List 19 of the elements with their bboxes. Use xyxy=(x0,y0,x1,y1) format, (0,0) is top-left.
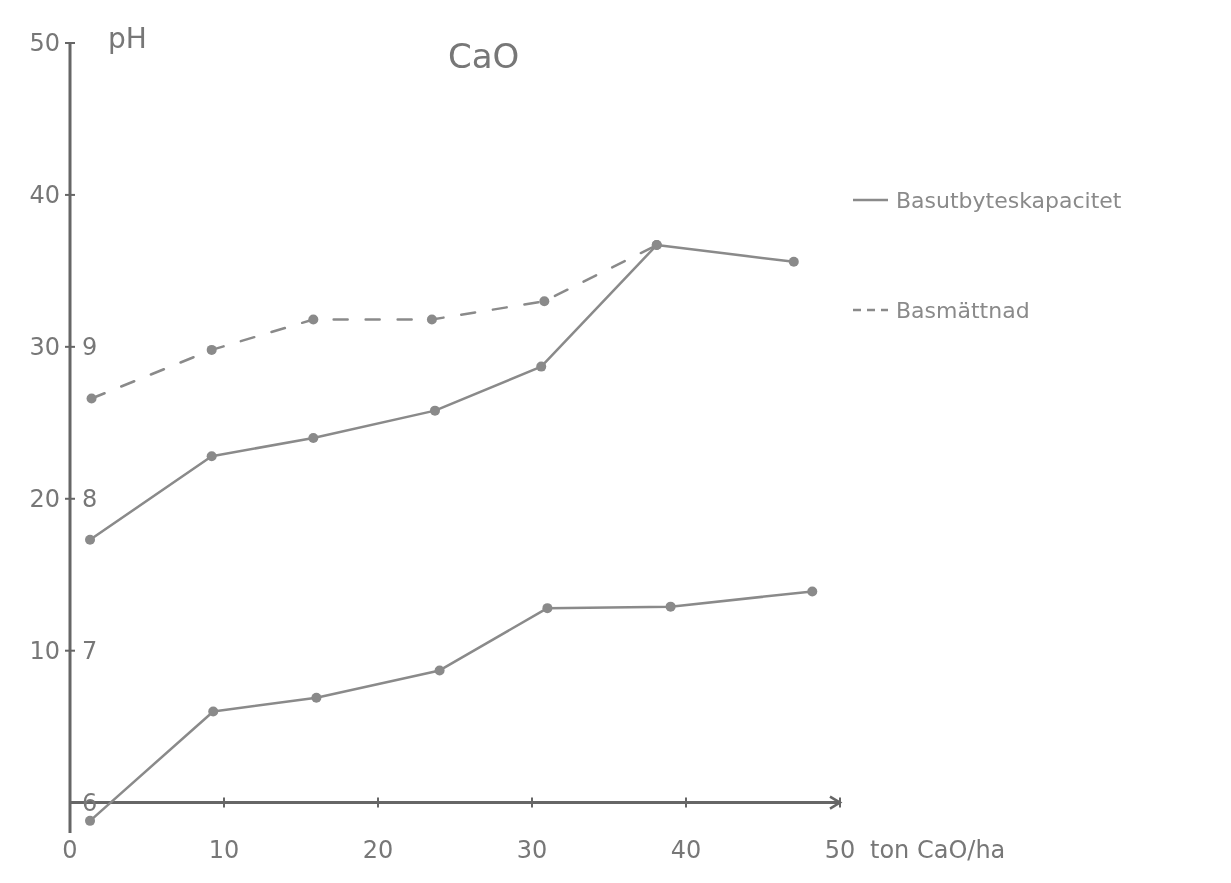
y2-tick-label: 9 xyxy=(82,333,98,362)
x-tick-label: 30 xyxy=(516,835,548,864)
y2-tick-label: 8 xyxy=(82,485,98,514)
chart-title: CaO xyxy=(448,36,520,76)
y-tick-label: 10 xyxy=(29,637,60,666)
x-axis-title: ton CaO/ha xyxy=(870,835,1006,864)
y-tick-label: 50 xyxy=(29,29,60,58)
x-tick-label: 10 xyxy=(208,835,240,864)
y-tick-label: 40 xyxy=(29,181,60,210)
x-tick-label: 20 xyxy=(362,835,394,864)
x-tick-label: 0 xyxy=(62,835,78,864)
y-tick-label: 30 xyxy=(29,333,60,362)
y2-tick-label: 7 xyxy=(82,637,98,666)
y-tick-label: 20 xyxy=(29,485,60,514)
x-tick-label: 40 xyxy=(670,835,702,864)
legend-label: Basutbyteskapacitet xyxy=(896,188,1122,213)
x-tick-label: 50 xyxy=(824,835,856,864)
y2-axis-title: pH xyxy=(108,22,147,55)
legend-label: Basmättnad xyxy=(896,298,1030,323)
